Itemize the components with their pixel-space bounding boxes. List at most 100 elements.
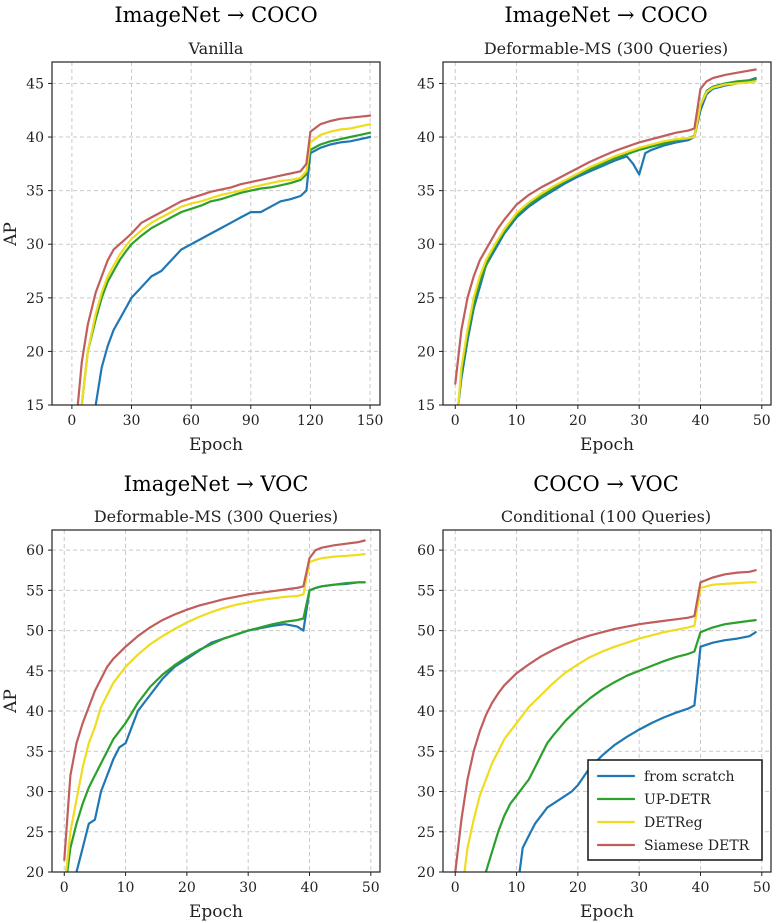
y-tick-label: 35: [26, 744, 44, 760]
x-tick-label: 20: [178, 880, 196, 896]
chart-subtitle: Conditional (100 Queries): [501, 507, 711, 526]
x-tick-label: 0: [451, 880, 460, 896]
legend: from scratch UP-DETR DETReg Siamese DETR: [587, 759, 763, 861]
legend-label-siamese-detr: Siamese DETR: [644, 838, 750, 854]
chart-title: ImageNet → COCO: [114, 3, 317, 27]
x-tick-label: 40: [301, 880, 319, 896]
x-tick-label: 30: [123, 413, 141, 429]
y-tick-label: 25: [26, 291, 44, 307]
y-tick-label: 30: [417, 237, 435, 253]
series-line-siamese-detr: [454, 68, 757, 385]
y-tick-label: 40: [417, 130, 435, 146]
y-tick-label: 30: [417, 785, 435, 801]
y-tick-label: 50: [26, 624, 44, 640]
x-tick-label: 10: [117, 880, 135, 896]
plot-area: 0 10 20 30 40 50 20 25 30 35 40 45 50 55 60: [417, 529, 772, 896]
chart-subtitle: Deformable-MS (300 Queries): [94, 507, 338, 526]
series-group: [454, 68, 757, 405]
x-tick-label: 30: [630, 413, 648, 429]
series-line-from-scratch: [75, 581, 366, 872]
legend-label-detreg: DETReg: [644, 815, 703, 831]
y-tick-label: 20: [26, 865, 44, 881]
y-tick-label: 30: [26, 237, 44, 253]
y-axis-label: AP: [1, 689, 21, 714]
chart-subtitle: Deformable-MS (300 Queries): [484, 39, 728, 58]
panel-imagenet-voc-deformable: ImageNet → VOC Deformable-MS (300 Querie…: [1, 472, 381, 922]
plot-area: 0 10 20 30 40 50 15 20 25 30 35 40 45: [417, 61, 772, 429]
y-tick-label: 45: [26, 76, 44, 92]
y-tick-label: 35: [417, 184, 435, 200]
y-tick-label: 60: [417, 543, 435, 559]
series-line-detreg: [80, 123, 372, 405]
panel-imagenet-coco-vanilla: ImageNet → COCO Vanilla 0 30 60 90 120 150 15 2…: [1, 3, 383, 455]
series-line-from-scratch: [518, 631, 757, 872]
series-line-up-detr: [80, 131, 372, 405]
series-group: [76, 114, 372, 405]
plot-frame: [442, 61, 772, 406]
series-line-from-scratch: [94, 135, 372, 405]
panel-imagenet-coco-deformable: ImageNet → COCO Deformable-MS (300 Queri…: [417, 3, 772, 455]
y-tick-label: 40: [26, 130, 44, 146]
x-tick-label: 60: [182, 413, 200, 429]
y-tick-label: 35: [26, 184, 44, 200]
x-tick-label: 0: [67, 413, 76, 429]
legend-label-up-detr: UP-DETR: [644, 792, 711, 808]
x-axis-label: Epoch: [580, 435, 634, 455]
y-tick-label: 20: [26, 344, 44, 360]
plot-frame: [51, 61, 381, 406]
series-line-siamese-detr: [76, 114, 372, 405]
x-tick-label: 0: [451, 413, 460, 429]
series-line-detreg: [457, 80, 757, 405]
series-line-from-scratch: [457, 76, 757, 405]
x-tick-label: 50: [753, 413, 771, 429]
y-tick-label: 15: [26, 398, 44, 414]
y-tick-label: 30: [26, 785, 44, 801]
x-tick-label: 40: [692, 880, 710, 896]
x-tick-label: 30: [630, 880, 648, 896]
y-tick-label: 35: [417, 744, 435, 760]
series-line-siamese-detr: [454, 569, 757, 872]
y-tick-label: 25: [417, 825, 435, 841]
x-tick-label: 40: [692, 413, 710, 429]
x-tick-label: 30: [239, 880, 257, 896]
series-line-siamese-detr: [63, 539, 366, 862]
chart-title: ImageNet → COCO: [504, 3, 707, 27]
y-tick-label: 60: [26, 543, 44, 559]
y-tick-label: 25: [417, 291, 435, 307]
y-tick-label: 45: [417, 664, 435, 680]
x-tick-label: 10: [508, 880, 526, 896]
x-tick-label: 150: [357, 413, 384, 429]
x-tick-label: 20: [569, 880, 587, 896]
chart-subtitle: Vanilla: [188, 39, 244, 58]
x-tick-label: 120: [297, 413, 324, 429]
y-tick-label: 40: [26, 704, 44, 720]
series-line-up-detr: [457, 78, 757, 405]
x-tick-label: 50: [753, 880, 771, 896]
plot-area: 0 30 60 90 120 150 15 20 25 30 35 40 45: [26, 61, 384, 429]
y-tick-label: 25: [26, 825, 44, 841]
x-tick-label: 20: [569, 413, 587, 429]
series-line-detreg: [64, 552, 366, 872]
y-tick-label: 40: [417, 704, 435, 720]
x-axis-label: Epoch: [580, 902, 634, 922]
series-line-up-detr: [484, 618, 757, 872]
y-tick-label: 15: [417, 398, 435, 414]
y-tick-label: 45: [26, 664, 44, 680]
plot-frame: [51, 529, 381, 873]
y-tick-label: 20: [417, 344, 435, 360]
y-tick-label: 55: [417, 583, 435, 599]
series-group: [63, 539, 366, 872]
x-tick-label: 50: [362, 880, 380, 896]
x-axis-label: Epoch: [189, 435, 243, 455]
plot-frame: [442, 529, 772, 873]
x-tick-label: 90: [242, 413, 260, 429]
panel-coco-voc-conditional: COCO → VOC Conditional (100 Queries) 0 10…: [417, 472, 772, 922]
y-axis-label: AP: [1, 222, 21, 247]
y-tick-label: 55: [26, 583, 44, 599]
x-axis-label: Epoch: [189, 902, 243, 922]
series-line-up-detr: [66, 581, 366, 872]
series-group: [454, 569, 757, 872]
x-tick-label: 0: [60, 880, 69, 896]
chart-title: COCO → VOC: [533, 472, 679, 496]
